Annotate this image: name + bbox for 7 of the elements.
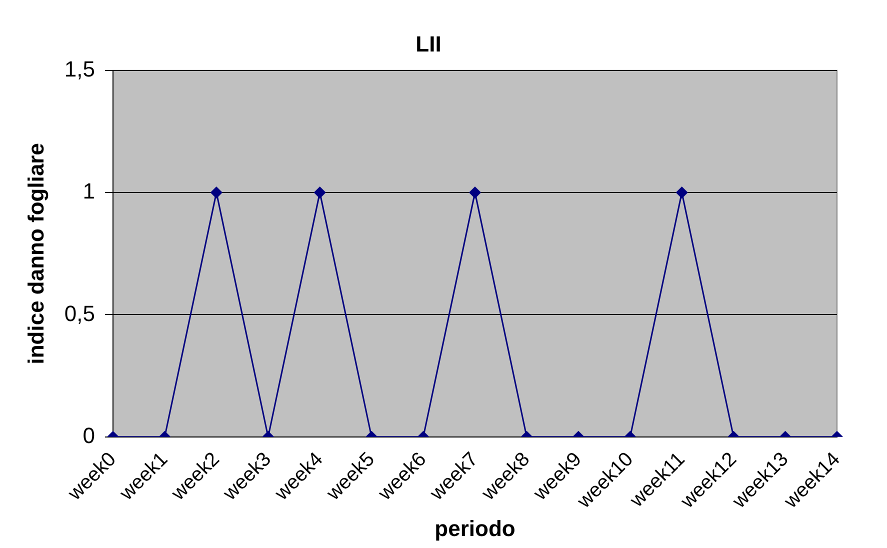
chart-title: LII (416, 31, 442, 56)
y-tick-label: 0 (82, 422, 95, 448)
x-axis-title: periodo (434, 516, 516, 541)
y-tick-label: 1 (82, 178, 95, 204)
y-tick-label: 0,5 (64, 300, 95, 326)
y-axis-title: indice danno fogliare (23, 143, 48, 364)
y-tick-label: 1,5 (64, 56, 95, 82)
